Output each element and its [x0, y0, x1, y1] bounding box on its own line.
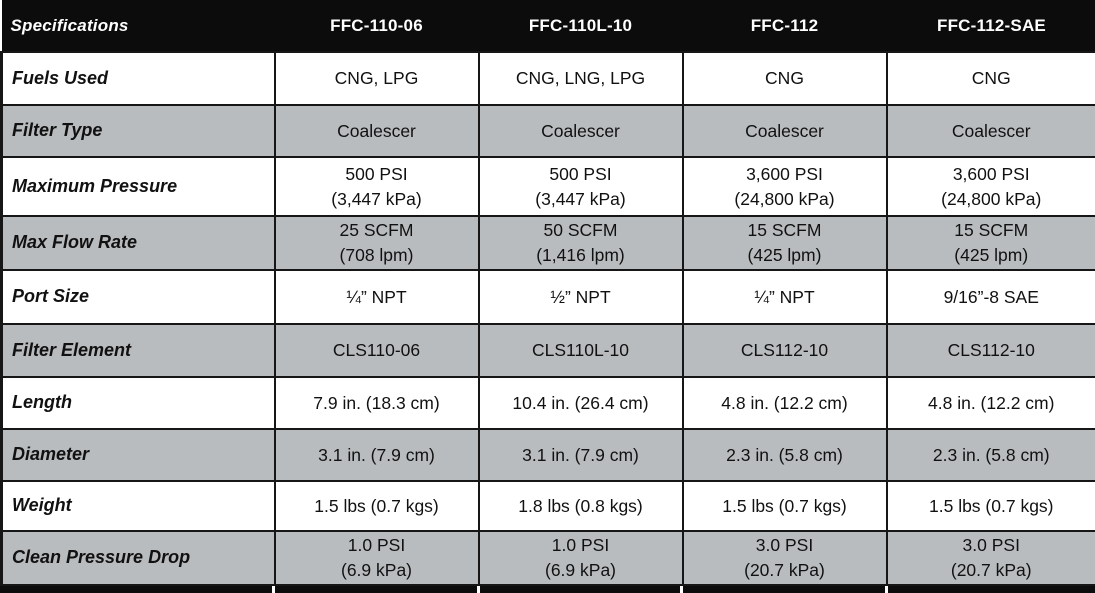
- table-row-port-size: Port Size ¼” NPT ½” NPT ¼” NPT 9/16”-8 S…: [0, 269, 1095, 325]
- spec-value-cell: 50 SCFM (1,416 lpm): [477, 215, 684, 271]
- spec-value-cell: 9/16”-8 SAE: [885, 269, 1095, 325]
- row-label: Max Flow Rate: [0, 215, 276, 271]
- spec-value-cell: 500 PSI (3,447 kPa): [273, 156, 480, 217]
- spec-value-cell: 3.0 PSI (20.7 kPa): [885, 530, 1095, 586]
- table-row-clean-pressure-drop: Clean Pressure Drop 1.0 PSI (6.9 kPa) 1.…: [0, 530, 1095, 586]
- spec-value-cell: Coalescer: [885, 104, 1095, 158]
- column-header-specifications: Specifications: [1, 0, 275, 52]
- spec-value-cell: CLS112-10: [885, 323, 1095, 378]
- spec-value-cell: ¼” NPT: [273, 269, 480, 325]
- row-label: Filter Type: [0, 104, 276, 158]
- spec-value-cell: CLS110-06: [273, 323, 480, 378]
- spec-value-cell: CNG: [885, 51, 1095, 106]
- next-section-header-cutoff: [0, 586, 1095, 593]
- cell-divider: [476, 586, 480, 593]
- spec-value-cell: 1.5 lbs (0.7 kgs): [681, 480, 888, 532]
- spec-value-cell: 3,600 PSI (24,800 kPa): [681, 156, 888, 217]
- column-header-ffc-110-06: FFC-110-06: [274, 0, 479, 52]
- cell-divider: [884, 586, 888, 593]
- table-row-filter-element: Filter Element CLS110-06 CLS110L-10 CLS1…: [0, 323, 1095, 378]
- spec-value-cell: 4.8 in. (12.2 cm): [885, 376, 1095, 430]
- spec-value-cell: 1.5 lbs (0.7 kgs): [885, 480, 1095, 532]
- row-label: Port Size: [0, 269, 276, 325]
- spec-value-cell: 3,600 PSI (24,800 kPa): [885, 156, 1095, 217]
- spec-value-cell: 2.3 in. (5.8 cm): [885, 428, 1095, 482]
- spec-value-cell: 1.5 lbs (0.7 kgs): [273, 480, 480, 532]
- spec-value-cell: CNG: [681, 51, 888, 106]
- spec-value-cell: 1.0 PSI (6.9 kPa): [273, 530, 480, 586]
- cutoff-header-cell: [479, 586, 681, 593]
- cutoff-header-cell: [887, 586, 1095, 593]
- cutoff-header-cell: [683, 586, 885, 593]
- row-label: Diameter: [0, 428, 276, 482]
- row-label: Filter Element: [0, 323, 276, 378]
- spec-value-cell: 3.1 in. (7.9 cm): [273, 428, 480, 482]
- table-row-diameter: Diameter 3.1 in. (7.9 cm) 3.1 in. (7.9 c…: [0, 428, 1095, 482]
- column-header-ffc-110l-10: FFC-110L-10: [478, 0, 683, 52]
- table-row-max-flow-rate: Max Flow Rate 25 SCFM (708 lpm) 50 SCFM …: [0, 215, 1095, 271]
- row-label: Maximum Pressure: [0, 156, 276, 217]
- row-label: Fuels Used: [0, 51, 276, 106]
- spec-value-cell: 7.9 in. (18.3 cm): [273, 376, 480, 430]
- table-row-maximum-pressure: Maximum Pressure 500 PSI (3,447 kPa) 500…: [0, 156, 1095, 217]
- spec-value-cell: 1.0 PSI (6.9 kPa): [477, 530, 684, 586]
- spec-value-cell: 10.4 in. (26.4 cm): [477, 376, 684, 430]
- spec-value-cell: ½” NPT: [477, 269, 684, 325]
- row-label: Length: [0, 376, 276, 430]
- spec-value-cell: Coalescer: [681, 104, 888, 158]
- spec-value-cell: 15 SCFM (425 lpm): [885, 215, 1095, 271]
- row-label: Weight: [0, 480, 276, 532]
- cell-divider: [680, 586, 684, 593]
- row-label: Clean Pressure Drop: [0, 530, 276, 586]
- spec-value-cell: CNG, LNG, LPG: [477, 51, 684, 106]
- cell-divider: [272, 586, 276, 593]
- spec-value-cell: 3.1 in. (7.9 cm): [477, 428, 684, 482]
- cutoff-header-cell: [275, 586, 477, 593]
- spec-value-cell: ¼” NPT: [681, 269, 888, 325]
- spec-value-cell: 1.8 lbs (0.8 kgs): [477, 480, 684, 532]
- spec-value-cell: CLS112-10: [681, 323, 888, 378]
- spec-value-cell: 25 SCFM (708 lpm): [273, 215, 480, 271]
- spec-value-cell: Coalescer: [273, 104, 480, 158]
- spec-value-cell: 500 PSI (3,447 kPa): [477, 156, 684, 217]
- spec-value-cell: 15 SCFM (425 lpm): [681, 215, 888, 271]
- spec-value-cell: Coalescer: [477, 104, 684, 158]
- table-row-weight: Weight 1.5 lbs (0.7 kgs) 1.8 lbs (0.8 kg…: [0, 480, 1095, 532]
- table-header-row: Specifications FFC-110-06 FFC-110L-10 FF…: [1, 0, 1095, 52]
- spec-value-cell: 4.8 in. (12.2 cm): [681, 376, 888, 430]
- spec-value-cell: CLS110L-10: [477, 323, 684, 378]
- spec-value-cell: CNG, LPG: [273, 51, 480, 106]
- cutoff-header-cell: [0, 586, 273, 593]
- table-row-fuels-used: Fuels Used CNG, LPG CNG, LNG, LPG CNG CN…: [0, 51, 1095, 106]
- spec-value-cell: 3.0 PSI (20.7 kPa): [681, 530, 888, 586]
- column-header-ffc-112-sae: FFC-112-SAE: [886, 0, 1095, 52]
- spec-value-cell: 2.3 in. (5.8 cm): [681, 428, 888, 482]
- table-row-length: Length 7.9 in. (18.3 cm) 10.4 in. (26.4 …: [0, 376, 1095, 430]
- table-row-filter-type: Filter Type Coalescer Coalescer Coalesce…: [0, 104, 1095, 158]
- column-header-ffc-112: FFC-112: [682, 0, 887, 52]
